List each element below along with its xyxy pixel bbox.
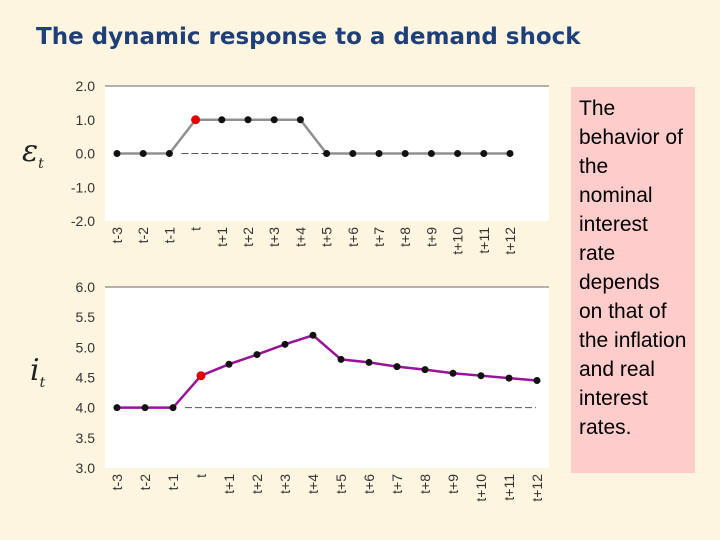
nominal-interest-rate-chart: 6.0 5.5 5.0 4.5 4.0 3.5 3.0 it t-3 t-2 t-1 t t+1 t+2 t… bbox=[30, 279, 549, 502]
data-point bbox=[165, 150, 173, 157]
data-point bbox=[270, 116, 278, 124]
data-point bbox=[454, 150, 462, 157]
y-tick-label: -2.0 bbox=[71, 213, 95, 229]
x-tick-label: t bbox=[193, 474, 209, 478]
x-tick-label: t+12 bbox=[502, 227, 518, 255]
x-tick-label: t bbox=[188, 227, 204, 231]
data-point bbox=[113, 404, 121, 412]
x-tick-label: t-3 bbox=[109, 227, 125, 244]
y-tick-label: 5.5 bbox=[76, 309, 96, 325]
x-tick-label: t+7 bbox=[371, 227, 387, 247]
data-point bbox=[505, 374, 513, 382]
x-tick-label: t+6 bbox=[345, 227, 361, 247]
page-title: The dynamic response to a demand shock bbox=[36, 24, 581, 50]
x-tick-label: t+4 bbox=[305, 474, 321, 494]
y-tick-label: -1.0 bbox=[71, 179, 95, 195]
y-axis-label: εt bbox=[22, 134, 44, 172]
data-point bbox=[141, 404, 149, 412]
data-point bbox=[323, 150, 331, 157]
data-point bbox=[337, 355, 345, 363]
series-line bbox=[117, 333, 538, 409]
x-tick-label: t+3 bbox=[266, 227, 282, 247]
x-tick-label: t+7 bbox=[389, 474, 405, 494]
data-point bbox=[401, 150, 409, 157]
shock-point bbox=[196, 371, 206, 381]
x-tick-label: t+2 bbox=[249, 474, 265, 494]
data-point bbox=[480, 150, 488, 157]
x-tick-label: t+8 bbox=[417, 474, 433, 494]
x-tick-label: t+3 bbox=[277, 474, 293, 494]
data-point bbox=[421, 366, 429, 374]
x-tick-label: t+1 bbox=[221, 474, 237, 494]
data-point bbox=[244, 116, 252, 124]
data-point bbox=[296, 116, 304, 124]
x-tick-label: t+4 bbox=[292, 227, 308, 247]
data-point bbox=[427, 150, 435, 157]
y-tick-label: 1.0 bbox=[76, 112, 96, 128]
explanation-note: The behavior of the nominal interest rat… bbox=[571, 87, 695, 473]
y-tick-label: 3.0 bbox=[76, 460, 96, 476]
shock-point bbox=[191, 115, 201, 125]
data-point bbox=[349, 150, 357, 157]
x-tick-label: t-1 bbox=[165, 474, 181, 491]
x-tick-label: t+11 bbox=[476, 227, 492, 254]
x-tick-label: t+5 bbox=[333, 474, 349, 494]
data-point bbox=[225, 360, 233, 368]
y-tick-label: 6.0 bbox=[76, 279, 96, 295]
y-tick-label: 5.0 bbox=[76, 339, 96, 355]
x-tick-label: t+1 bbox=[214, 227, 230, 247]
data-point bbox=[281, 340, 289, 348]
y-tick-label: 4.0 bbox=[76, 400, 96, 416]
x-tick-label: t-1 bbox=[161, 227, 177, 244]
x-tick-label: t+11 bbox=[501, 474, 517, 501]
data-point bbox=[477, 372, 485, 380]
data-point bbox=[506, 150, 514, 157]
x-tick-label: t-2 bbox=[135, 227, 151, 244]
x-tick-label: t+10 bbox=[473, 474, 489, 502]
data-point bbox=[253, 351, 261, 359]
data-point bbox=[169, 404, 177, 412]
y-tick-label: 4.5 bbox=[76, 370, 96, 386]
x-tick-label: t-2 bbox=[137, 474, 153, 491]
x-tick-label: t+8 bbox=[397, 227, 413, 247]
y-axis-label: it bbox=[30, 353, 46, 391]
data-point bbox=[375, 150, 383, 157]
x-tick-label: t+5 bbox=[319, 227, 335, 247]
x-tick-label: t+10 bbox=[450, 227, 466, 255]
data-point bbox=[139, 150, 147, 157]
data-point bbox=[449, 369, 457, 377]
y-tick-label: 3.5 bbox=[76, 430, 96, 446]
data-point bbox=[309, 331, 317, 339]
data-point bbox=[218, 116, 226, 124]
x-tick-label: t+12 bbox=[529, 474, 545, 502]
inflation-shock-chart: 2.0 1.0 0.0 -1.0 -2.0 εt t-3 t-2 t-1 t t+1 t+2 t+3 t+… bbox=[22, 78, 549, 255]
x-tick-label: t+9 bbox=[445, 474, 461, 494]
x-tick-label: t+2 bbox=[240, 227, 256, 247]
data-point bbox=[533, 377, 541, 385]
y-tick-label: 2.0 bbox=[76, 78, 96, 94]
series-line bbox=[117, 118, 510, 155]
x-tick-label: t+6 bbox=[361, 474, 377, 494]
data-point bbox=[365, 358, 373, 366]
data-point bbox=[113, 150, 121, 157]
plot-area bbox=[105, 287, 549, 468]
data-point bbox=[393, 363, 401, 371]
x-tick-label: t+9 bbox=[423, 227, 439, 247]
x-tick-label: t-3 bbox=[109, 474, 125, 491]
y-tick-label: 0.0 bbox=[76, 146, 96, 162]
